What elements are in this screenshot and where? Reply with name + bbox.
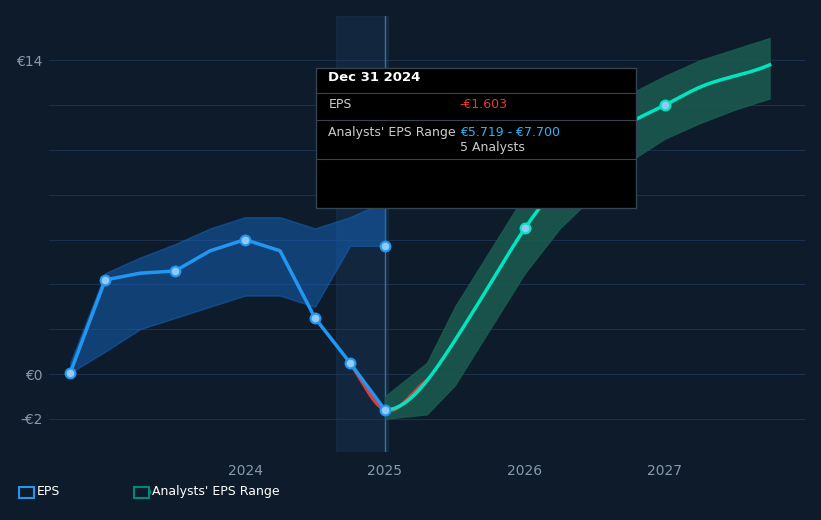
Text: ●: ● [25, 487, 34, 497]
Text: Analysts' EPS Range: Analysts' EPS Range [328, 126, 456, 139]
Point [343, 359, 356, 367]
Point [99, 276, 112, 284]
Point [378, 242, 392, 250]
Point [658, 101, 672, 109]
Point [378, 198, 392, 206]
Text: Dec 31 2024: Dec 31 2024 [328, 71, 421, 84]
Text: EPS: EPS [37, 485, 60, 498]
Point [64, 369, 77, 377]
Point [518, 224, 531, 232]
Text: EPS: EPS [328, 98, 351, 111]
Text: 5 Analysts: 5 Analysts [460, 141, 525, 154]
Point [378, 406, 392, 414]
Text: Analysts Forecasts: Analysts Forecasts [392, 177, 508, 190]
Text: Analysts' EPS Range: Analysts' EPS Range [152, 485, 279, 498]
Text: €5.719 - €7.700: €5.719 - €7.700 [460, 126, 560, 139]
Bar [336, 16, 388, 452]
Point [168, 267, 181, 275]
Text: Actual: Actual [342, 177, 381, 190]
Point [239, 236, 252, 244]
Text: ●: ● [141, 487, 151, 497]
Point [309, 314, 322, 322]
Text: -€1.603: -€1.603 [460, 98, 507, 111]
